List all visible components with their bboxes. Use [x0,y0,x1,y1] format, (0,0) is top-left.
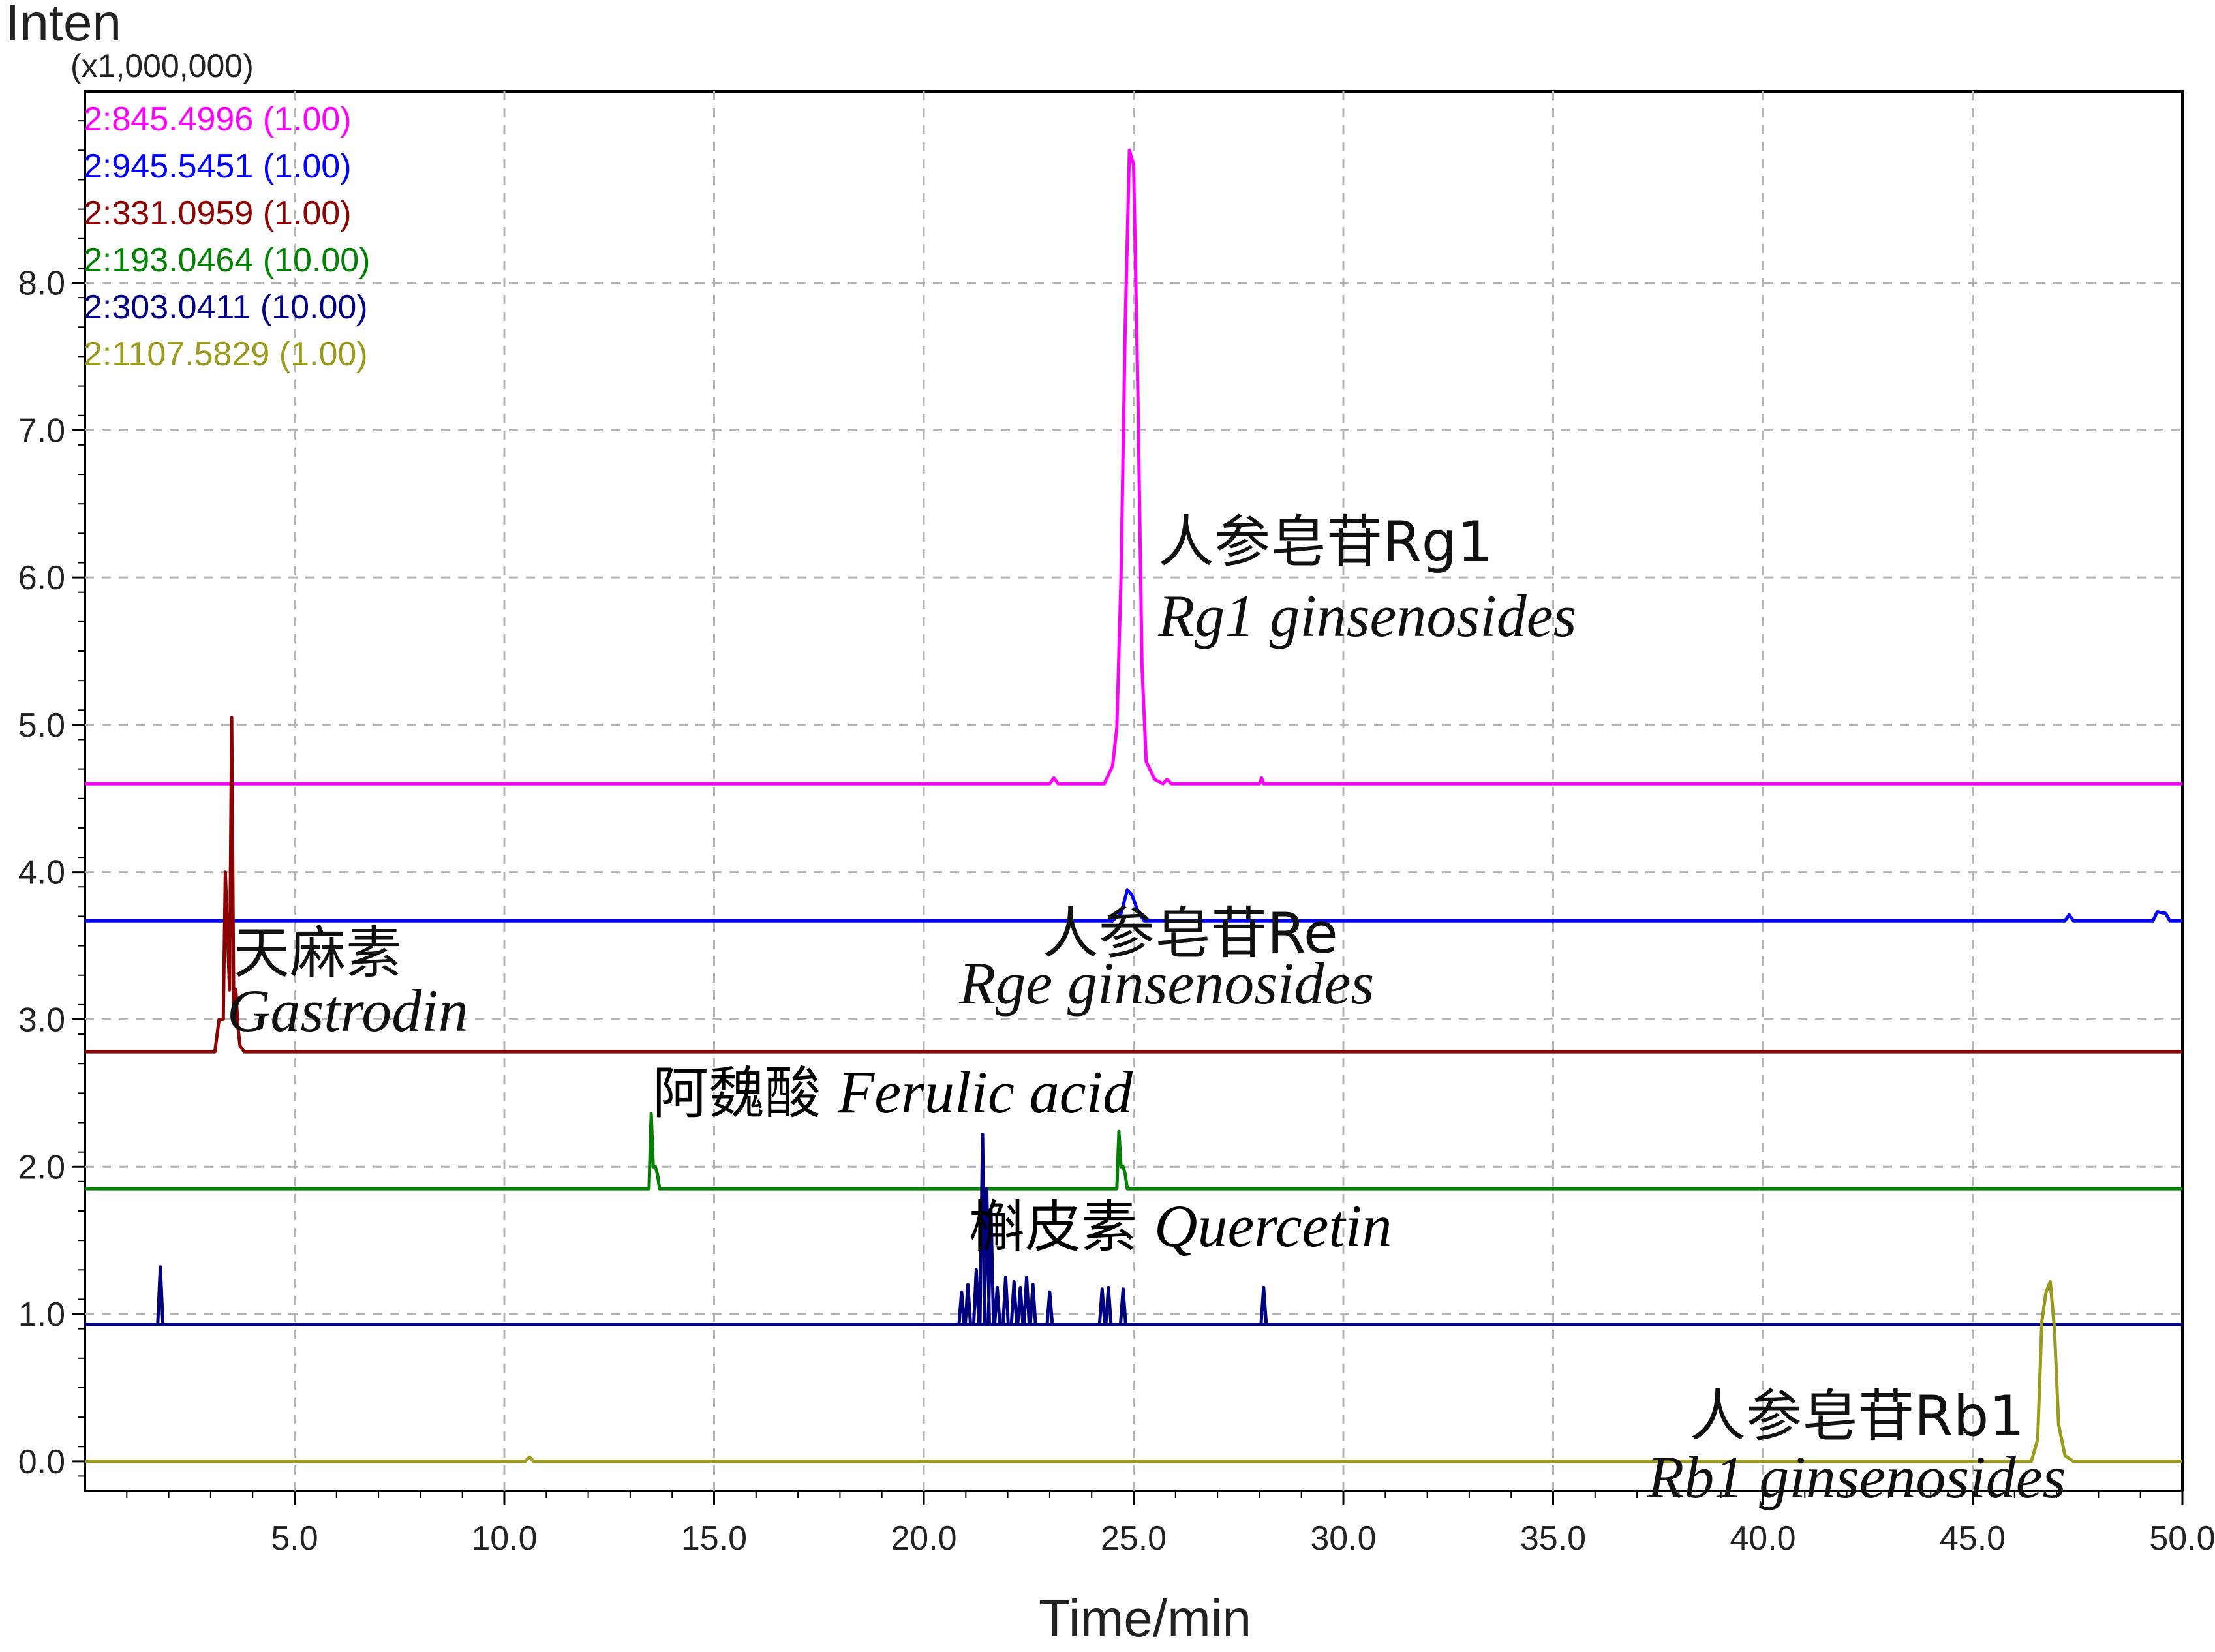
x-tick-label: 25.0 [1101,1520,1167,1557]
annotation-ferulic-acid: 阿魏酸 Ferulic acid [652,1059,1133,1126]
series-line-6 [85,1279,2182,1463]
annotation-re-en: Rge ginsenosides [958,950,1374,1017]
y-tick-label: 2.0 [18,1148,65,1186]
series-line-3 [85,716,2182,1054]
legend: 2:845.4996 (1.00) 2:945.5451 (1.00) 2:331.… [84,100,370,373]
annotation-quercetin-en: Quercetin [1154,1193,1392,1259]
x-axis-title: Time/min [1039,1589,1251,1647]
annotation-rb1-en: Rb1 ginsenosides [1647,1444,2066,1510]
y-tick-label: 1.0 [18,1296,65,1334]
y-tick-label: 0.0 [18,1443,65,1481]
y-tick-label: 7.0 [18,412,65,450]
annotation-gastrodin: 天麻素 Gastrodin [227,921,468,1044]
legend-entry-5: 2:303.0411 (10.00) [84,288,368,326]
annotation-ferulic-line: 阿魏酸 Ferulic acid [652,1059,1133,1126]
annotation-quercetin: 槲皮素 Quercetin [969,1193,1392,1260]
x-axis-ticks: 5.0 10.0 15.0 20.0 25.0 30.0 35.0 40.0 45.0 50.0 [126,1491,2215,1557]
annotation-ferulic-en: Ferulic acid [837,1059,1133,1125]
series-layer [85,148,2182,1463]
y-axis-ticks: 0.0 1.0 2.0 3.0 4.0 5.0 6.0 7.0 8.0 [18,120,85,1481]
grid [85,91,2182,1491]
x-tick-label: 30.0 [1310,1520,1376,1557]
y-tick-label: 8.0 [18,265,65,303]
x-tick-label: 35.0 [1520,1520,1586,1557]
x-tick-label: 50.0 [2149,1520,2215,1557]
y-axis-title: Inten [5,0,121,52]
series-line-2 [85,888,2182,923]
annotation-rb1: 人参皂苷Rb1 Rb1 ginsenosides [1647,1384,2066,1510]
y-tick-label: 5.0 [18,707,65,744]
x-tick-label: 40.0 [1730,1520,1795,1557]
series-line-5 [85,1133,2182,1326]
x-tick-label: 10.0 [471,1520,537,1557]
annotation-ferulic-cn: 阿魏酸 [652,1061,821,1126]
annotation-rg1: 人参皂苷Rg1 Rg1 ginsenosides [1157,510,1576,649]
annotation-rg1-cn: 人参皂苷Rg1 [1158,510,1493,575]
annotation-gastrodin-cn: 天麻素 [234,921,402,986]
annotation-quercetin-cn: 槲皮素 [969,1195,1137,1260]
series-line-4 [85,1112,2182,1191]
series-line-1 [85,148,2182,786]
x-tick-label: 15.0 [681,1520,747,1557]
legend-entry-2: 2:945.5451 (1.00) [84,147,352,185]
annotation-quercetin-line: 槲皮素 Quercetin [969,1193,1392,1260]
legend-entry-4: 2:193.0464 (10.00) [84,241,370,279]
legend-entry-1: 2:845.4996 (1.00) [84,100,352,138]
annotation-rg1-en: Rg1 ginsenosides [1157,583,1576,649]
x-tick-label: 45.0 [1940,1520,2006,1557]
y-tick-label: 4.0 [18,854,65,892]
y-tick-label: 3.0 [18,1001,65,1039]
y-axis-scale-label: (x1,000,000) [70,48,254,84]
x-tick-label: 20.0 [891,1520,956,1557]
legend-entry-6: 2:1107.5829 (1.00) [84,335,368,373]
annotation-re: 人参皂苷Re Rge ginsenosides [958,901,1374,1017]
x-tick-label: 5.0 [271,1520,318,1557]
annotation-rb1-cn: 人参皂苷Rb1 [1690,1384,2024,1449]
annotation-gastrodin-en: Gastrodin [227,977,468,1044]
y-tick-label: 6.0 [18,559,65,597]
legend-entry-3: 2:331.0959 (1.00) [84,194,352,232]
annotation-re-cn: 人参皂苷Re [1043,901,1338,966]
